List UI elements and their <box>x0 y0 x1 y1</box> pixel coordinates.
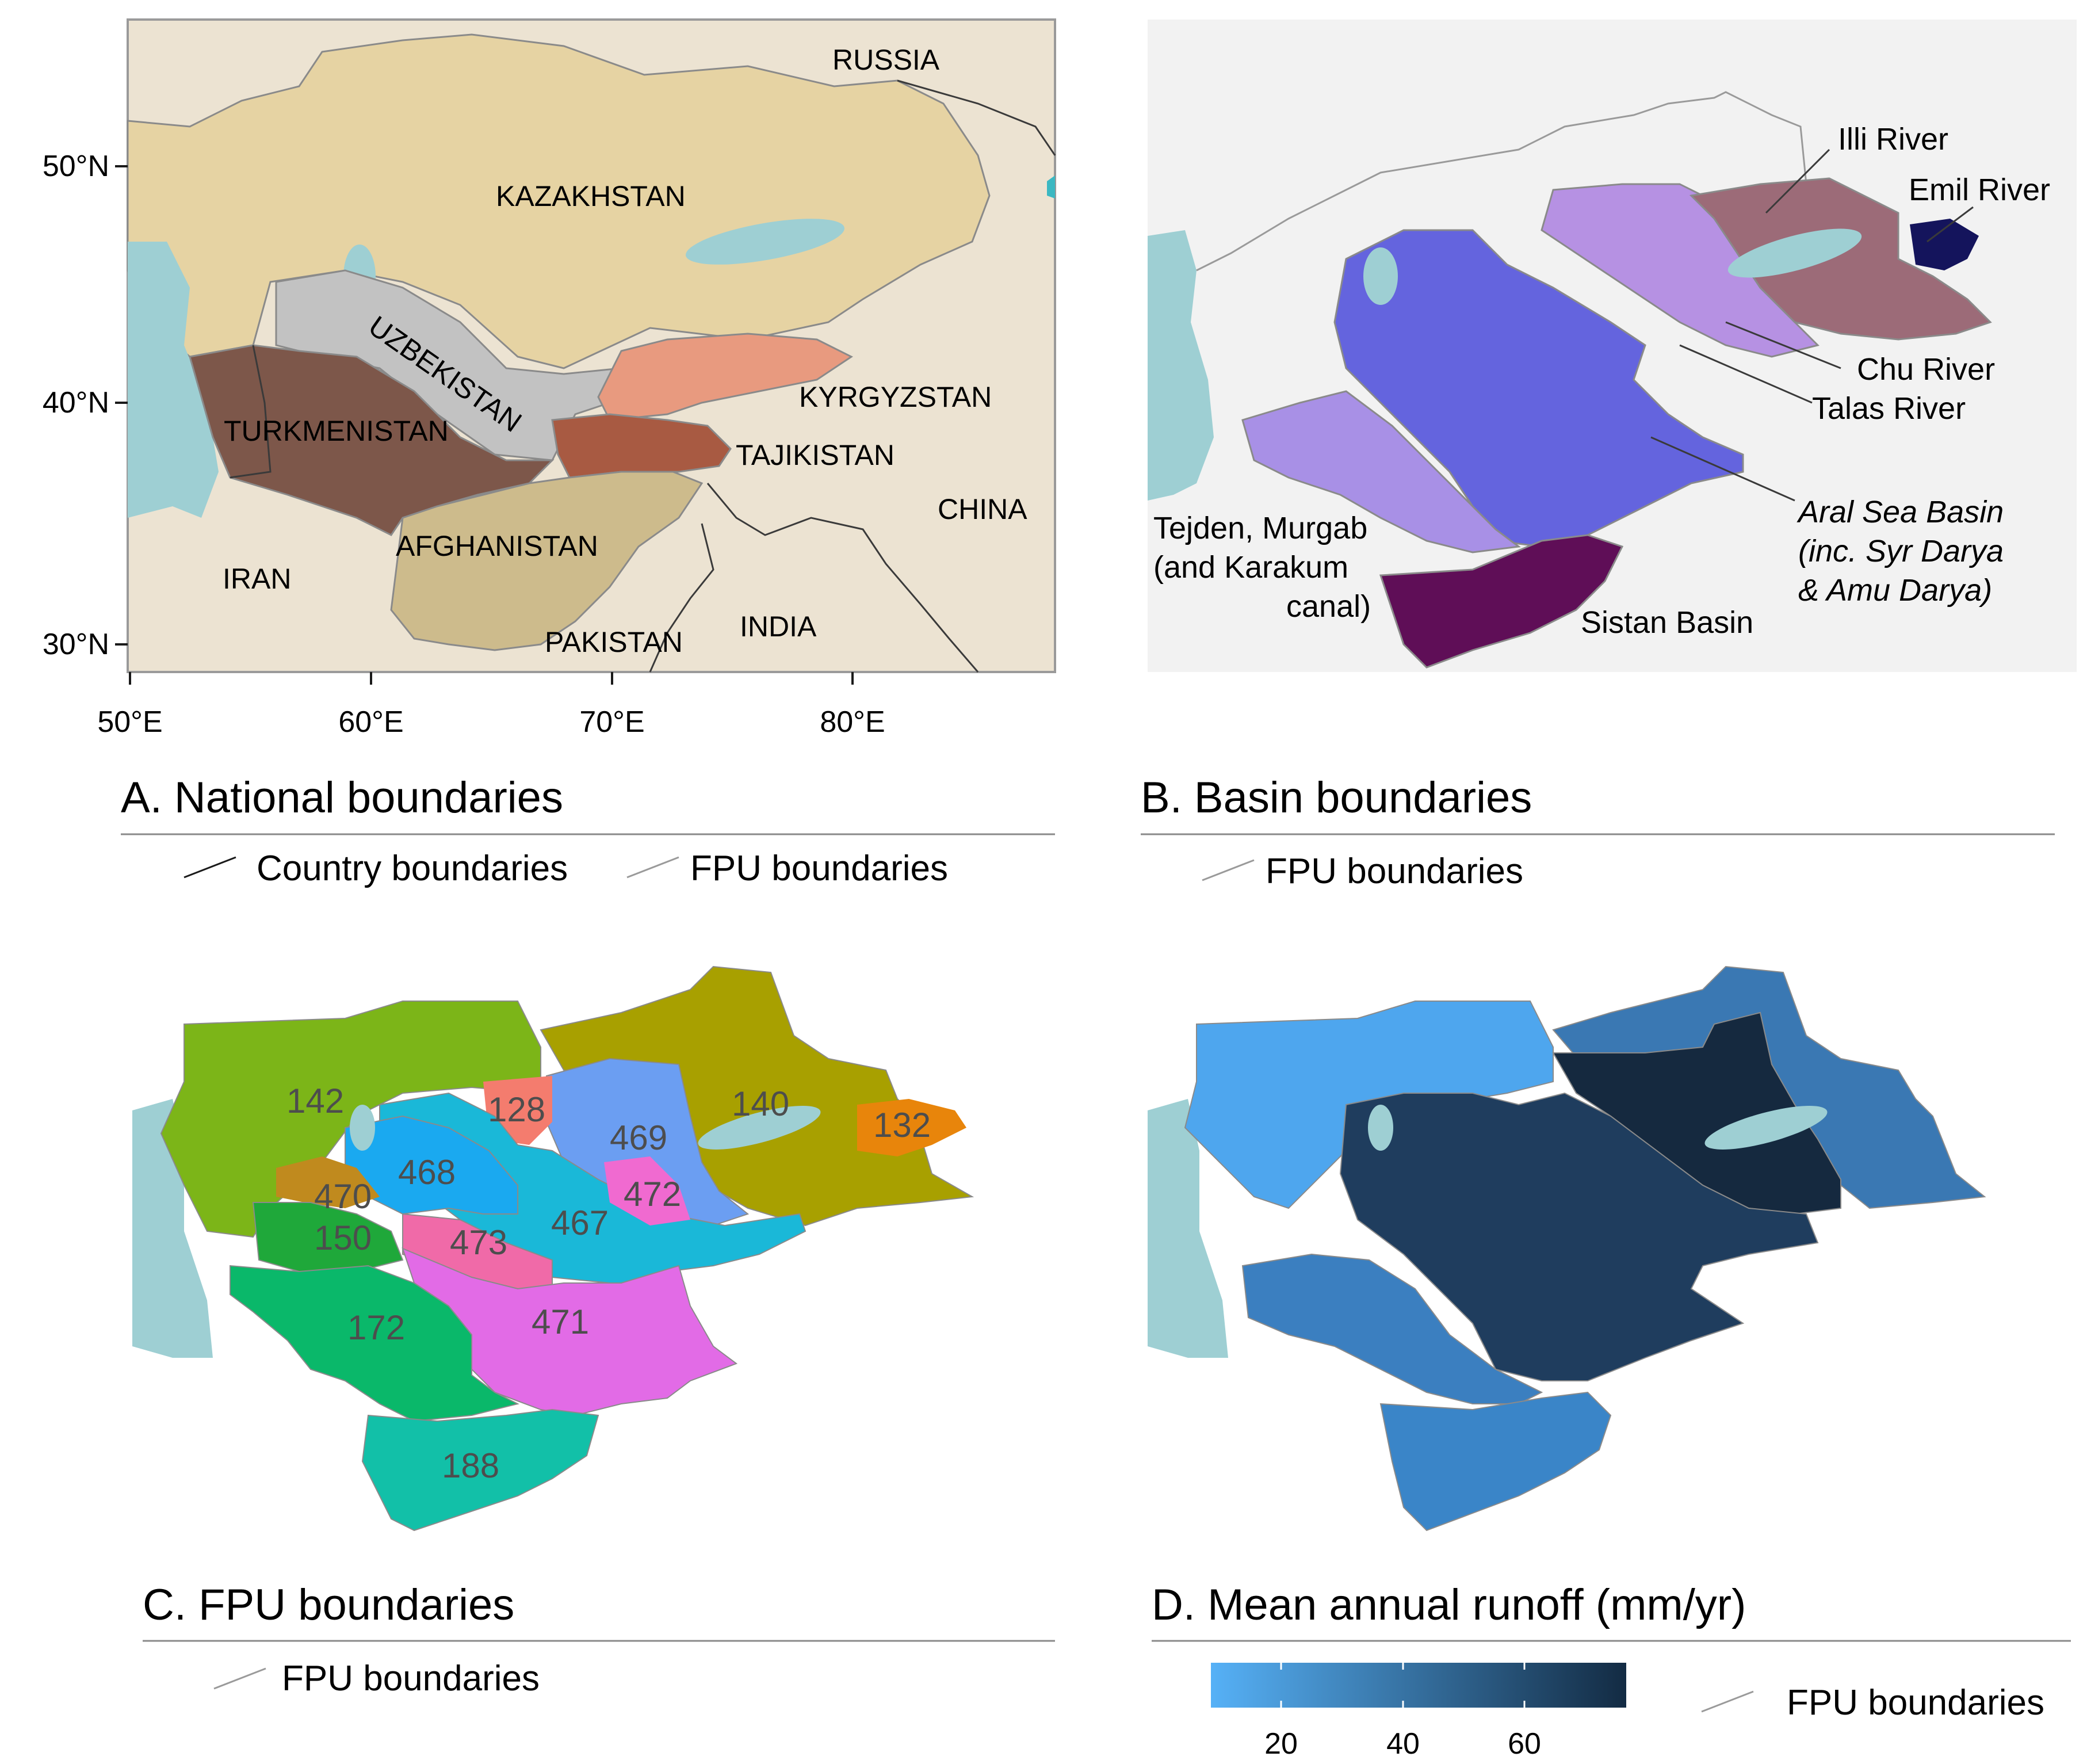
basin-leader-lines <box>1650 148 1974 502</box>
balkhash-lake <box>686 219 844 265</box>
label-kazakhstan: KAZAKHSTAN <box>496 180 686 212</box>
fpu-172 <box>230 1265 519 1422</box>
caspian-sea-b <box>1148 230 1214 501</box>
fpu-label-468: 468 <box>398 1153 456 1192</box>
label-aral-1: Aral Sea Basin <box>1796 495 2004 529</box>
legend-fpu-label-a: FPU boundaries <box>690 849 948 888</box>
fpu-label-473: 473 <box>450 1223 507 1262</box>
label-iran: IRAN <box>223 563 291 595</box>
legend-fpu-key-a <box>626 856 679 879</box>
x-tick-60e: 60°E <box>338 705 403 739</box>
legend-fpu-key-c <box>213 1667 266 1690</box>
basin-chu-talas <box>1541 183 1820 358</box>
y-tick-40n: 40°N <box>43 386 109 419</box>
x-tick-70e: 70°E <box>579 705 644 739</box>
fpu-outline-b <box>1196 91 1807 272</box>
panel-a-title: A. National boundaries <box>121 773 563 822</box>
legend-fpu-key-d <box>1701 1690 1754 1713</box>
label-kyrgyzstan: KYRGYZSTAN <box>799 381 992 413</box>
basin-aral <box>1333 229 1744 548</box>
balkhash-lake-d <box>1704 1106 1828 1150</box>
panel-c: 142 128 140 132 469 468 470 472 467 150 … <box>132 965 1055 1698</box>
legend-country-label: Country boundaries <box>257 849 568 888</box>
label-china: CHINA <box>938 493 1027 525</box>
fpu-label-172: 172 <box>347 1308 405 1347</box>
label-talas: Talas River <box>1812 391 1966 426</box>
label-russia: RUSSIA <box>832 44 940 76</box>
label-pakistan: PAKISTAN <box>545 626 683 658</box>
fpu-150 <box>252 1202 404 1272</box>
fpu-label-471: 471 <box>532 1303 589 1341</box>
colorbar-tick-40: 40 <box>1386 1727 1420 1761</box>
x-axis <box>129 672 854 685</box>
afghanistan-region <box>390 471 704 651</box>
legend-fpu-key-b <box>1202 859 1255 881</box>
runoff-colorbar <box>1211 1663 1626 1708</box>
fpu-188 <box>361 1408 599 1532</box>
country-boundary-lines <box>230 79 1056 673</box>
label-illi: Illi River <box>1838 122 1948 156</box>
fpu-label-467: 467 <box>551 1204 609 1242</box>
y-axis <box>115 165 128 646</box>
fpu-label-472: 472 <box>624 1175 681 1213</box>
caspian-sea-d <box>1148 1099 1228 1358</box>
fpu-label-470: 470 <box>314 1177 372 1216</box>
fpu-label-128: 128 <box>488 1090 545 1129</box>
label-turkmenistan: TURKMENISTAN <box>224 415 449 447</box>
y-tick-50n: 50°N <box>43 150 109 183</box>
label-sistan: Sistan Basin <box>1581 605 1753 640</box>
label-tejden-2: (and Karakum <box>1153 550 1348 585</box>
panel-b-title: B. Basin boundaries <box>1141 773 1532 822</box>
legend-country-key <box>184 856 236 879</box>
legend-fpu-label-d: FPU boundaries <box>1787 1683 2044 1723</box>
aral-sea-b <box>1363 247 1398 305</box>
fpu-label-132: 132 <box>873 1106 931 1144</box>
fpu-132 <box>857 1099 966 1156</box>
fpu-label-140: 140 <box>732 1085 789 1123</box>
caspian-sea <box>128 242 219 518</box>
caspian-sea-c <box>132 1099 213 1358</box>
panel-c-title: C. FPU boundaries <box>143 1580 514 1629</box>
label-aral-3: & Amu Darya) <box>1798 573 1992 608</box>
label-tejden-3: canal) <box>1286 589 1371 624</box>
colorbar-tick-20: 20 <box>1264 1727 1298 1761</box>
fpu-label-150: 150 <box>314 1219 372 1257</box>
basin-sistan <box>1379 534 1624 669</box>
label-afghanistan: AFGHANISTAN <box>396 530 598 562</box>
label-tejden-1: Tejden, Murgab <box>1153 511 1367 545</box>
panel-b: Illi River Emil River Chu River Talas Ri… <box>1141 20 2077 891</box>
basin-emil <box>1910 219 1979 270</box>
fpu-label-469: 469 <box>610 1118 667 1157</box>
x-tick-50e: 50°E <box>97 705 162 739</box>
runoff-region-south <box>1379 1391 1612 1532</box>
fpu-label-142: 142 <box>286 1082 344 1120</box>
lake-east-edge <box>1047 175 1055 198</box>
colorbar-ticks <box>1280 1663 1526 1708</box>
turkmenistan-region <box>189 344 555 536</box>
panel-d-title: D. Mean annual runoff (mm/yr) <box>1152 1580 1746 1629</box>
label-tajikistan: TAJIKISTAN <box>736 439 895 471</box>
panel-d: D. Mean annual runoff (mm/yr) 20 40 60 F… <box>1148 965 2071 1761</box>
tajikistan-region <box>551 413 732 479</box>
legend-fpu-label-c: FPU boundaries <box>282 1659 540 1698</box>
label-chu: Chu River <box>1857 352 1995 387</box>
aral-sea-d <box>1368 1105 1393 1151</box>
legend-fpu-label-b: FPU boundaries <box>1266 852 1523 891</box>
label-india: INDIA <box>740 610 817 643</box>
colorbar-tick-60: 60 <box>1508 1727 1541 1761</box>
panel-a: RUSSIA KAZAKHSTAN UZBEKISTAN KYRGYZSTAN … <box>43 18 1056 888</box>
y-tick-30n: 30°N <box>43 628 109 661</box>
aral-sea-c <box>350 1105 375 1151</box>
x-tick-80e: 80°E <box>820 705 885 739</box>
label-aral-2: (inc. Syr Darya <box>1798 534 2004 568</box>
balkhash-lake-c <box>698 1106 821 1150</box>
label-emil: Emil River <box>1909 173 2050 207</box>
fpu-472 <box>604 1156 690 1225</box>
balkhash-lake-b <box>1727 228 1862 278</box>
fpu-label-188: 188 <box>442 1446 499 1485</box>
runoff-region-dark <box>1339 1092 1819 1381</box>
fpu-470 <box>276 1156 380 1208</box>
basin-tejden <box>1241 390 1521 553</box>
